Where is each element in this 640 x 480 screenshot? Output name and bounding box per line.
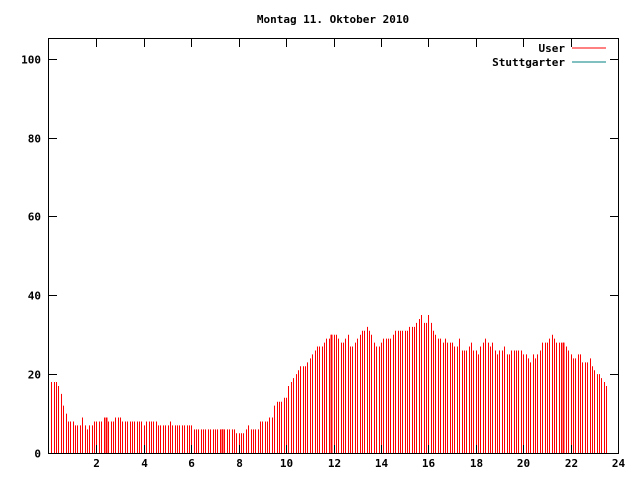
x-tick-label-22: 22 — [565, 457, 578, 470]
y-tick-label-0: 0 — [34, 448, 41, 461]
legend-label-stuttgarter: Stuttgarter — [492, 56, 565, 69]
legend: User Stuttgarter — [492, 42, 606, 69]
plot-frame — [48, 38, 619, 454]
y-tick-label-40: 40 — [28, 290, 41, 303]
y-tick-label-20: 20 — [28, 369, 41, 382]
legend-label-user: User — [539, 42, 566, 55]
x-tick-label-4: 4 — [141, 457, 148, 470]
bars-group — [51, 315, 607, 453]
x-tick-label-10: 10 — [280, 457, 293, 470]
x-tick-label-6: 6 — [188, 457, 195, 470]
x-tick-label-16: 16 — [422, 457, 436, 470]
x-tick-label-2: 2 — [93, 457, 100, 470]
chart-title: Montag 11. Oktober 2010 — [257, 13, 409, 26]
x-tick-label-14: 14 — [375, 457, 389, 470]
x-tick-label-18: 18 — [470, 457, 483, 470]
x-tick-label-12: 12 — [328, 457, 341, 470]
y-tick-label-60: 60 — [28, 211, 41, 224]
x-tick-label-20: 20 — [517, 457, 530, 470]
x-tick-label-8: 8 — [236, 457, 243, 470]
y-tick-label-100: 100 — [21, 54, 41, 67]
y-tick-label-80: 80 — [28, 133, 41, 146]
x-tick-label-24: 24 — [612, 457, 626, 470]
